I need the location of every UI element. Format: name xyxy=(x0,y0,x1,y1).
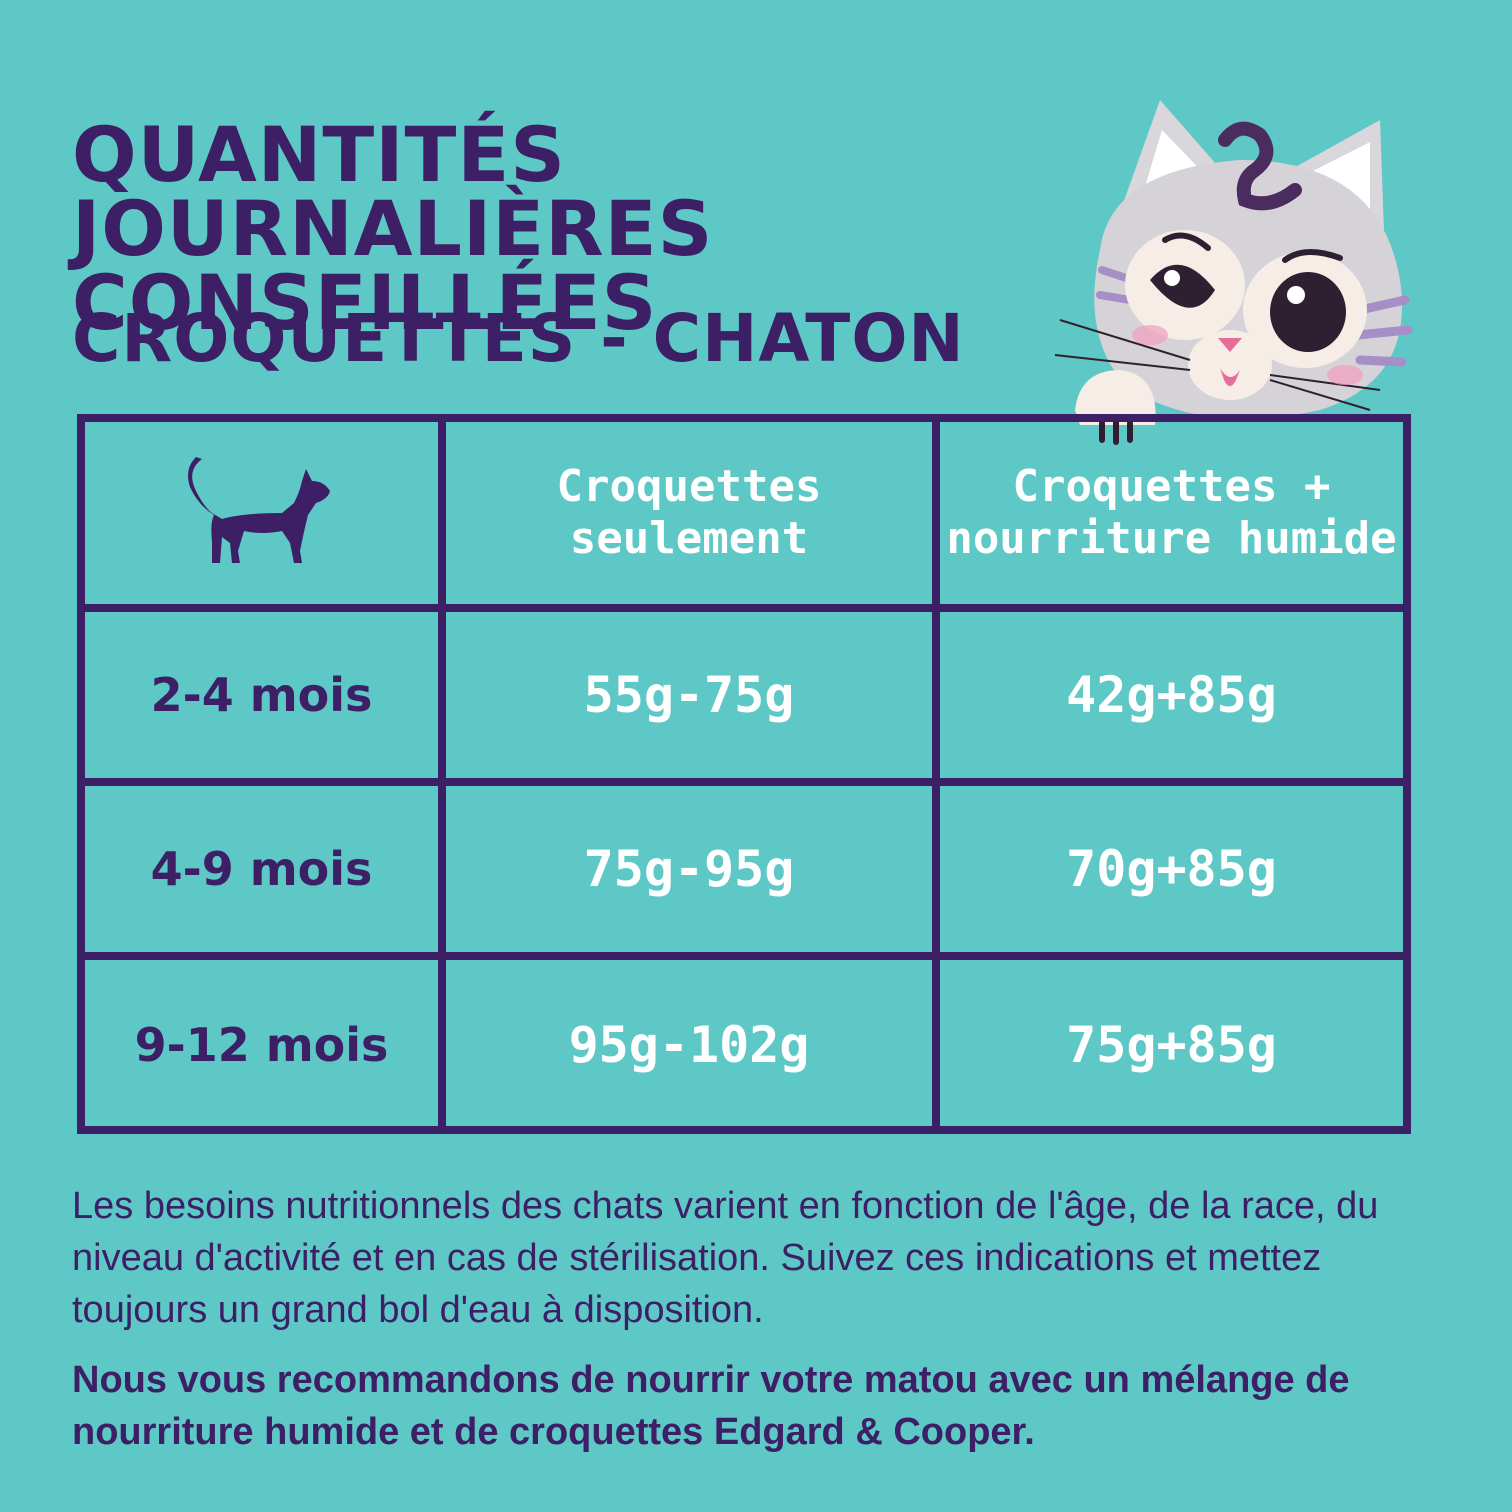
page-subtitle: CROQUETTES - CHATON xyxy=(72,300,965,377)
age-cell: 2-4 mois xyxy=(85,604,446,786)
age-label: 2-4 mois xyxy=(150,668,373,722)
dry-only-cell: 55g-75g xyxy=(438,604,940,786)
dry-only-cell: 75g-95g xyxy=(438,778,940,960)
table-row: 4-9 mois 75g-95g 70g+85g xyxy=(85,778,1403,960)
dry-plus-wet-value: 70g+85g xyxy=(1066,840,1277,898)
age-cell: 9-12 mois xyxy=(85,952,446,1130)
page-title: QUANTITÉS JOURNALIÈRES CONSEILLÉES xyxy=(72,110,714,347)
dry-plus-wet-value: 75g+85g xyxy=(1066,1016,1277,1074)
kitten-illustration xyxy=(1054,100,1413,445)
cat-silhouette-icon xyxy=(187,457,330,563)
column-header-dry-only: Croquettes seulement xyxy=(438,422,940,612)
table-header-icon-cell xyxy=(85,422,446,612)
age-cell: 4-9 mois xyxy=(85,778,446,960)
dry-only-value: 55g-75g xyxy=(583,666,795,724)
table-header-row: Croquettes seulement Croquettes + nourri… xyxy=(85,422,1403,612)
dry-only-value: 95g-102g xyxy=(568,1016,810,1074)
dry-only-cell: 95g-102g xyxy=(438,952,940,1130)
recommendation-note: Nous vous recommandons de nourrir votre … xyxy=(72,1359,1350,1453)
dry-plus-wet-cell: 42g+85g xyxy=(932,604,1403,786)
column-header-dry-only-label: Croquettes seulement xyxy=(556,461,822,564)
feeding-table: Croquettes seulement Croquettes + nourri… xyxy=(77,414,1411,1134)
dry-only-value: 75g-95g xyxy=(583,840,795,898)
dry-plus-wet-cell: 75g+85g xyxy=(932,952,1403,1130)
table-row: 9-12 mois 95g-102g 75g+85g xyxy=(85,952,1403,1130)
table-row: 2-4 mois 55g-75g 42g+85g xyxy=(85,604,1403,786)
column-header-dry-plus-wet: Croquettes + nourriture humide xyxy=(932,422,1403,612)
dry-plus-wet-value: 42g+85g xyxy=(1066,666,1277,724)
column-header-dry-plus-wet-label: Croquettes + nourriture humide xyxy=(946,461,1397,564)
age-label: 9-12 mois xyxy=(134,1018,389,1072)
age-label: 4-9 mois xyxy=(150,842,373,896)
dry-plus-wet-cell: 70g+85g xyxy=(932,778,1403,960)
nutrition-note: Les besoins nutritionnels des chats vari… xyxy=(72,1185,1379,1331)
